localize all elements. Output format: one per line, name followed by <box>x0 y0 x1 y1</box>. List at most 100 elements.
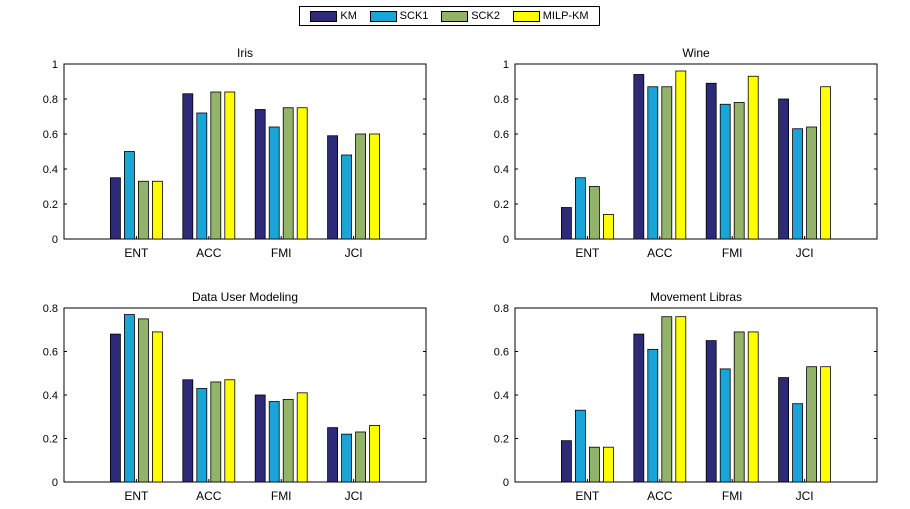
bar-3-acc-sck2 <box>661 316 673 483</box>
bar-3-fmi-km <box>705 340 717 483</box>
bar-3-jci-sck1 <box>792 403 803 483</box>
bar-1-ent-km <box>561 207 572 240</box>
bar-2-fmi-sck1 <box>268 401 280 483</box>
x-tick-label-3-1: ACC <box>647 489 673 503</box>
y-tick-label-1-5: 1 <box>503 59 509 71</box>
bar-2-jci-sck2 <box>355 431 367 483</box>
bar-0-ent-sck1 <box>124 151 135 240</box>
legend-label-sck1: SCK1 <box>399 10 429 22</box>
bar-0-fmi-sck1 <box>268 126 280 240</box>
y-tick-label-0-0: 0 <box>52 234 58 246</box>
legend-swatch-sck1 <box>369 10 397 22</box>
y-tick-label-2-1: 0.2 <box>43 434 58 446</box>
y-tick-label-3-1: 0.2 <box>494 434 509 446</box>
bar-1-ent-sck2 <box>589 186 600 240</box>
bar-1-acc-milp-km <box>675 70 687 240</box>
y-tick-label-3-2: 0.4 <box>494 390 509 402</box>
legend-label-milp-km: MILP-KM <box>542 10 589 22</box>
bar-0-acc-sck2 <box>210 91 222 240</box>
y-tick-label-1-0: 0 <box>503 234 509 246</box>
y-tick-label-1-1: 0.2 <box>494 199 509 211</box>
plot-area-0 <box>63 63 427 240</box>
bar-1-acc-km <box>633 74 645 240</box>
chart-title-1: Wine <box>682 46 710 60</box>
bar-2-fmi-milp-km <box>296 392 308 483</box>
bar-2-ent-sck1 <box>124 314 135 483</box>
y-tick-label-3-0: 0 <box>503 477 509 489</box>
x-tick-label-2-2: FMI <box>271 489 292 503</box>
y-tick-label-0-4: 0.8 <box>43 94 58 106</box>
bar-0-ent-milp-km <box>151 180 163 240</box>
bar-1-fmi-sck1 <box>719 103 731 240</box>
bar-2-acc-sck1 <box>196 388 208 483</box>
legend-item-km: KM <box>310 10 357 22</box>
bar-3-jci-km <box>778 377 789 483</box>
bar-3-acc-km <box>633 333 645 483</box>
bar-3-ent-km <box>561 440 572 483</box>
y-tick-label-3-4: 0.8 <box>494 303 509 315</box>
chart-title-0: Iris <box>237 46 253 60</box>
y-tick-label-2-2: 0.4 <box>43 390 58 402</box>
legend-item-sck1: SCK1 <box>369 10 429 22</box>
bar-3-fmi-milp-km <box>747 331 759 483</box>
x-tick-label-0-2: FMI <box>271 246 292 260</box>
bar-1-jci-sck1 <box>792 128 803 240</box>
y-tick-label-3-3: 0.6 <box>494 347 509 359</box>
bar-0-fmi-sck2 <box>282 107 294 240</box>
y-tick-label-0-1: 0.2 <box>43 199 58 211</box>
bar-1-ent-milp-km <box>603 214 614 240</box>
bar-2-acc-milp-km <box>224 379 236 483</box>
bar-0-jci-sck1 <box>341 154 353 240</box>
bar-2-acc-km <box>182 379 194 483</box>
x-tick-label-2-3: JCI <box>345 489 363 503</box>
bar-2-fmi-km <box>254 394 266 483</box>
bar-0-jci-km <box>327 135 339 240</box>
y-tick-label-0-3: 0.6 <box>43 129 58 141</box>
bar-2-ent-milp-km <box>151 331 163 483</box>
bar-0-acc-km <box>182 93 194 240</box>
y-tick-label-1-3: 0.6 <box>494 129 509 141</box>
bar-3-jci-sck2 <box>806 366 817 483</box>
bar-2-jci-km <box>327 427 339 483</box>
bar-3-fmi-sck1 <box>719 368 731 483</box>
y-tick-label-2-4: 0.8 <box>43 303 58 315</box>
bar-0-acc-milp-km <box>224 91 236 240</box>
legend-label-km: KM <box>340 10 357 22</box>
x-tick-label-1-0: ENT <box>575 246 600 260</box>
bar-3-ent-sck2 <box>589 446 600 483</box>
y-tick-label-2-3: 0.6 <box>43 347 58 359</box>
bar-2-fmi-sck2 <box>282 398 294 483</box>
bar-2-acc-sck2 <box>210 381 222 483</box>
legend-swatch-sck2 <box>441 10 469 22</box>
bar-0-fmi-km <box>254 109 266 240</box>
x-tick-label-2-1: ACC <box>196 489 222 503</box>
bar-1-fmi-km <box>705 82 717 240</box>
bar-1-acc-sck1 <box>647 86 659 240</box>
bar-0-jci-sck2 <box>355 133 367 240</box>
y-tick-label-1-4: 0.8 <box>494 94 509 106</box>
bar-1-jci-milp-km <box>820 86 831 240</box>
plot-area-1 <box>514 63 878 240</box>
x-tick-label-3-3: JCI <box>796 489 814 503</box>
bar-0-jci-milp-km <box>369 133 381 240</box>
legend-label-sck2: SCK2 <box>471 10 500 22</box>
bar-1-acc-sck2 <box>661 86 673 240</box>
bar-2-jci-sck1 <box>341 433 353 483</box>
y-tick-label-1-2: 0.4 <box>494 164 509 176</box>
chart-title-3: Movement Libras <box>650 290 742 304</box>
x-tick-label-1-3: JCI <box>796 246 814 260</box>
bar-3-jci-milp-km <box>820 366 831 483</box>
bar-2-ent-sck2 <box>137 318 149 483</box>
y-tick-label-0-5: 1 <box>52 59 58 71</box>
bar-3-acc-sck1 <box>647 348 659 483</box>
x-tick-label-1-1: ACC <box>647 246 673 260</box>
bar-1-jci-sck2 <box>806 126 817 240</box>
legend-item-milp-km: MILP-KM <box>512 10 589 22</box>
bar-0-ent-sck2 <box>137 180 149 240</box>
bar-0-ent-km <box>110 177 121 240</box>
bar-0-acc-sck1 <box>196 112 208 240</box>
bar-2-jci-milp-km <box>369 425 381 483</box>
chart-legend: KM SCK1 SCK2 MILP-KM <box>299 6 600 26</box>
y-tick-label-2-0: 0 <box>52 477 58 489</box>
